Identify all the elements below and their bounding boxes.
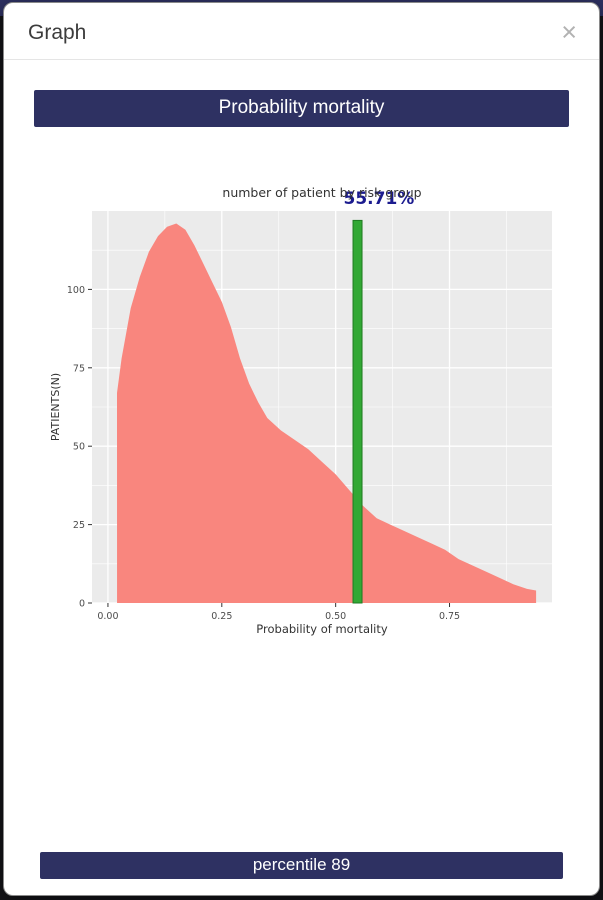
graph-modal: Graph × Probability mortality 55.71% 0.00… [3, 2, 600, 896]
svg-text:50: 50 [72, 442, 84, 453]
svg-text:0.50: 0.50 [325, 611, 346, 622]
whitespace [34, 643, 569, 852]
chart-container: 55.71% 0.00 0.25 0.50 0.75 0 25 50 75 100 number o… [34, 183, 569, 643]
percentile-banner: percentile 89 [40, 852, 563, 879]
svg-text:0.25: 0.25 [211, 611, 232, 622]
probability-annotation: 55.71% [343, 189, 414, 209]
svg-text:0: 0 [78, 599, 84, 610]
svg-text:25: 25 [72, 520, 84, 531]
x-axis-label: Probability of mortality [256, 622, 388, 636]
y-axis-label: PATIENTS(N) [49, 373, 62, 441]
close-icon[interactable]: × [561, 17, 577, 47]
chart-title: number of patient by risk group [222, 185, 421, 200]
modal-title: Graph [28, 21, 87, 44]
mortality-chart: 55.71% 0.00 0.25 0.50 0.75 0 25 50 75 100 number o… [49, 185, 552, 636]
svg-text:0.75: 0.75 [438, 611, 459, 622]
svg-text:100: 100 [66, 285, 84, 296]
modal-body: Probability mortality 55.71% 0.00 0.25 0.50… [4, 60, 599, 895]
probability-mortality-banner: Probability mortality [34, 90, 569, 127]
modal-header: Graph × [4, 3, 599, 60]
threshold-marker-bar [352, 219, 363, 604]
svg-text:75: 75 [72, 363, 84, 374]
density-area [116, 223, 536, 603]
svg-text:0.00: 0.00 [97, 611, 118, 622]
